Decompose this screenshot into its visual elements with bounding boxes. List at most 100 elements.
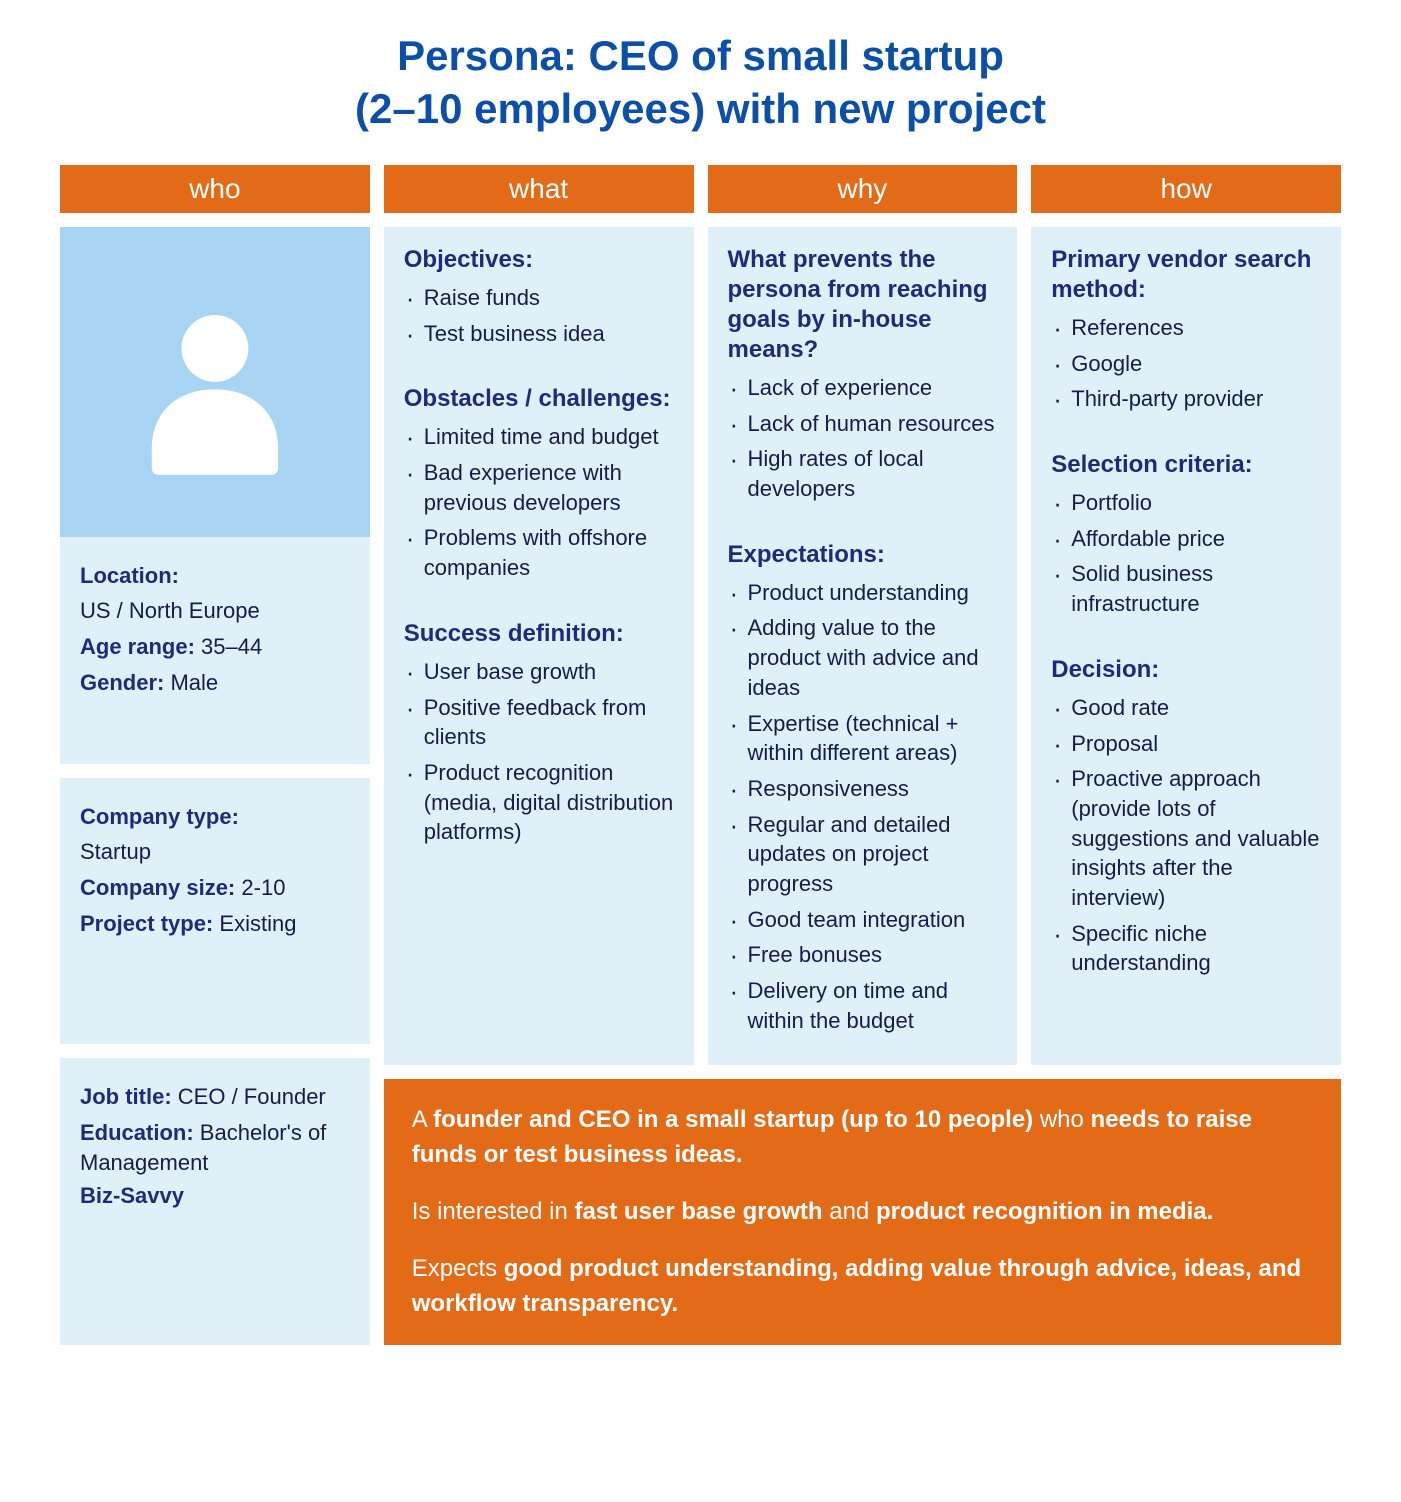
gender-value: Male — [170, 670, 218, 695]
list-item: Raise funds — [406, 283, 674, 313]
list-item: Affordable price — [1053, 524, 1321, 554]
summary-p3-pre: Expects — [412, 1255, 504, 1282]
list-item: Adding value to the product with advice … — [730, 613, 998, 702]
main-content-row: Location: US / North Europe Age range: 3… — [60, 227, 1341, 1345]
summary-p2: Is interested in fast user base growth a… — [412, 1195, 1313, 1230]
list-item: Lack of human resources — [730, 409, 998, 439]
list-item: Test business idea — [406, 319, 674, 349]
list-item: Proactive approach (provide lots of sugg… — [1053, 764, 1321, 912]
summary-p1: A founder and CEO in a small startup (up… — [412, 1103, 1313, 1173]
list-item: Bad experience with previous developers — [406, 458, 674, 517]
list-item: Lack of experience — [730, 373, 998, 403]
list-item: Limited time and budget — [406, 422, 674, 452]
list-item: Third-party provider — [1053, 384, 1321, 414]
age-label: Age range: — [80, 634, 195, 659]
objectives-title: Objectives: — [404, 245, 674, 275]
company-size-label: Company size: — [80, 875, 235, 900]
list-item: Positive feedback from clients — [406, 693, 674, 752]
list-item: Regular and detailed updates on project … — [730, 810, 998, 899]
age-value: 35–44 — [201, 634, 262, 659]
list-item: Google — [1053, 349, 1321, 379]
summary-p2-mid: and — [823, 1198, 876, 1225]
header-why: why — [708, 165, 1018, 213]
biz-savvy-label: Biz-Savvy — [80, 1183, 350, 1209]
location-value: US / North Europe — [80, 596, 350, 626]
project-type-label: Project type: — [80, 911, 213, 936]
who-column: Location: US / North Europe Age range: 3… — [60, 227, 370, 1345]
list-item: Responsiveness — [730, 774, 998, 804]
right-columns-wrapper: Objectives: Raise funds Test business ide… — [384, 227, 1341, 1345]
list-item: Good team integration — [730, 905, 998, 935]
summary-p3: Expects good product understanding, addi… — [412, 1252, 1313, 1322]
summary-p2-pre: Is interested in — [412, 1198, 575, 1225]
list-item: Delivery on time and within the budget — [730, 976, 998, 1035]
company-type-value: Startup — [80, 837, 350, 867]
company-type-label: Company type: — [80, 804, 239, 829]
page-title: Persona: CEO of small startup (2–10 empl… — [60, 30, 1341, 135]
how-card: Primary vendor search method: References… — [1031, 227, 1341, 1065]
list-item: References — [1053, 313, 1321, 343]
list-item: Expertise (technical + within different … — [730, 709, 998, 768]
location-label: Location: — [80, 563, 179, 588]
summary-box: A founder and CEO in a small startup (up… — [384, 1079, 1341, 1345]
summary-p1-pre: A — [412, 1106, 433, 1133]
location-line: Location: — [80, 561, 350, 591]
obstacles-title: Obstacles / challenges: — [404, 384, 674, 414]
education-label: Education: — [80, 1120, 194, 1145]
summary-p1-b1: founder and CEO in a small startup (up t… — [433, 1106, 1033, 1133]
title-line-1: Persona: CEO of small startup — [397, 32, 1004, 79]
summary-p1-mid: who — [1033, 1106, 1090, 1133]
summary-p3-b1: good product understanding, adding value… — [412, 1255, 1301, 1317]
prevents-list: Lack of experience Lack of human resource… — [728, 373, 998, 504]
company-card: Company type: Startup Company size: 2-10… — [60, 778, 370, 1045]
job-title-value: CEO / Founder — [178, 1084, 326, 1109]
header-who: who — [60, 165, 370, 213]
gender-label: Gender: — [80, 670, 164, 695]
header-what: what — [384, 165, 694, 213]
list-item: High rates of local developers — [730, 444, 998, 503]
list-item: Good rate — [1053, 693, 1321, 723]
criteria-list: Portfolio Affordable price Solid business … — [1051, 488, 1321, 619]
job-title-line: Job title: CEO / Founder — [80, 1082, 350, 1112]
list-item: Free bonuses — [730, 940, 998, 970]
expectations-title: Expectations: — [728, 540, 998, 570]
list-item: Proposal — [1053, 729, 1321, 759]
avatar-card: Location: US / North Europe Age range: 3… — [60, 227, 370, 764]
company-type-line: Company type: — [80, 802, 350, 832]
list-item: Specific niche understanding — [1053, 919, 1321, 978]
avatar-placeholder — [60, 227, 370, 537]
decision-list: Good rate Proposal Proactive approach (pro… — [1051, 693, 1321, 978]
expectations-list: Product understanding Adding value to the… — [728, 578, 998, 1036]
summary-p2-b1: fast user base growth — [575, 1198, 823, 1225]
decision-title: Decision: — [1051, 655, 1321, 685]
list-item: User base growth — [406, 657, 674, 687]
obstacles-list: Limited time and budget Bad experience wi… — [404, 422, 674, 582]
prevents-title: What prevents the persona from reaching … — [728, 245, 998, 365]
search-list: References Google Third-party provider — [1051, 313, 1321, 414]
job-title-label: Job title: — [80, 1084, 172, 1109]
company-size-value: 2-10 — [241, 875, 285, 900]
person-icon — [122, 289, 308, 475]
why-card: What prevents the persona from reaching … — [708, 227, 1018, 1065]
company-size-line: Company size: 2-10 — [80, 873, 350, 903]
success-list: User base growth Positive feedback from c… — [404, 657, 674, 847]
success-title: Success definition: — [404, 619, 674, 649]
project-type-line: Project type: Existing — [80, 909, 350, 939]
gender-line: Gender: Male — [80, 668, 350, 698]
list-item: Product understanding — [730, 578, 998, 608]
list-item: Product recognition (media, digital dist… — [406, 758, 674, 847]
what-why-how-row: Objectives: Raise funds Test business ide… — [384, 227, 1341, 1065]
education-line: Education: Bachelor's of Management — [80, 1118, 350, 1177]
list-item: Solid business infrastructure — [1053, 559, 1321, 618]
column-headers-row: who what why how — [60, 165, 1341, 213]
criteria-title: Selection criteria: — [1051, 450, 1321, 480]
header-how: how — [1031, 165, 1341, 213]
summary-p2-b2: product recognition in media. — [876, 1198, 1213, 1225]
job-card: Job title: CEO / Founder Education: Bach… — [60, 1058, 370, 1345]
list-item: Portfolio — [1053, 488, 1321, 518]
search-title: Primary vendor search method: — [1051, 245, 1321, 305]
list-item: Problems with offshore companies — [406, 523, 674, 582]
title-line-2: (2–10 employees) with new project — [355, 85, 1046, 132]
what-card: Objectives: Raise funds Test business ide… — [384, 227, 694, 1065]
objectives-list: Raise funds Test business idea — [404, 283, 674, 348]
